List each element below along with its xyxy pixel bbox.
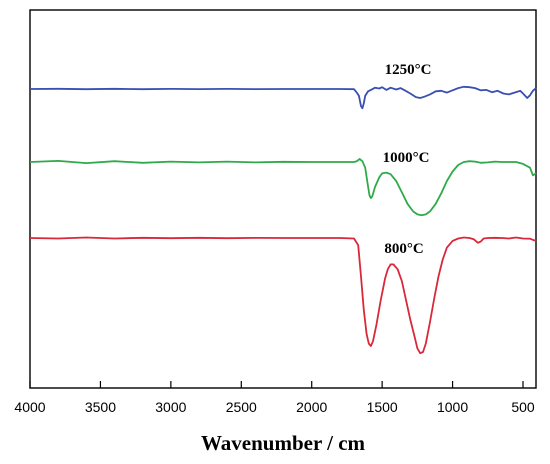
x-tick-label: 1000	[437, 399, 468, 415]
x-tick-label: 500	[511, 399, 535, 415]
series-line	[29, 85, 537, 110]
x-axis-title: Wavenumber / cm	[201, 431, 366, 455]
x-tick-label: 3500	[85, 399, 116, 415]
plot-frame	[29, 9, 537, 389]
series-line	[29, 236, 537, 355]
series-label: 1000°C	[383, 150, 430, 166]
x-tick-label: 4000	[14, 399, 45, 415]
x-tick-label: 1500	[367, 399, 398, 415]
x-tick-label: 2000	[296, 399, 327, 415]
series-label: 800°C	[384, 241, 423, 257]
x-tick-label: 3000	[155, 399, 186, 415]
series-layer	[29, 85, 537, 355]
series-labels: 1250°C 1000°C 800°C	[383, 62, 432, 257]
x-tick-label: 2500	[226, 399, 257, 415]
series-line	[29, 158, 537, 217]
x-axis-ticks: 4000 3500 3000 2500 2000 1500 1000 500	[14, 381, 535, 415]
series-label: 1250°C	[385, 62, 432, 78]
